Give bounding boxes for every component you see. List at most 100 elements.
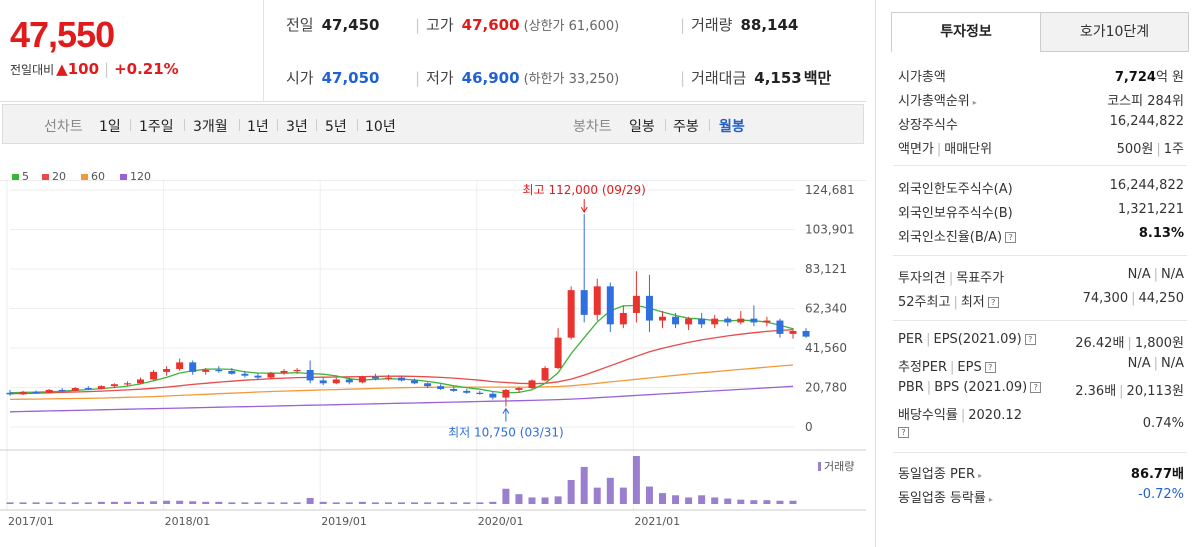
candle-body — [580, 290, 588, 315]
volume-bar — [306, 498, 314, 504]
volume-bar — [685, 497, 693, 504]
candle-body — [802, 331, 810, 337]
period-3m[interactable]: 3개월 — [193, 119, 228, 135]
divider: | — [104, 60, 110, 78]
period-5y[interactable]: 5년 — [325, 119, 347, 135]
candle-body — [528, 380, 536, 389]
opinion-row: 투자의견 | 목표주가 N/A | N/A — [898, 267, 1184, 286]
candle-body — [606, 286, 614, 325]
candle-body — [554, 337, 562, 369]
volume-bar — [737, 499, 745, 504]
volume-bar — [319, 501, 327, 504]
y-tick-label: 83,121 — [805, 262, 847, 276]
candle-body — [97, 386, 105, 389]
volume-bar — [110, 501, 118, 504]
candle-body — [645, 295, 653, 321]
volume-bar — [606, 477, 614, 504]
candle-body — [267, 372, 275, 378]
low-price: | 저가 46,900 (하한가 33,250) — [415, 69, 620, 87]
volume-bar — [711, 497, 719, 504]
candle-body — [450, 388, 458, 391]
arrow-right-icon: ▸ — [972, 98, 977, 107]
volume-bar — [241, 502, 249, 504]
price-header: 47,550 전일대비 ▲100 | +0.21% 전일 47,450 | 고가 47,60… — [0, 0, 866, 102]
help-icon[interactable]: ? — [898, 427, 909, 438]
volume-bar — [463, 502, 471, 504]
volume-bar — [411, 502, 419, 504]
y-tick-label: 124,681 — [805, 183, 855, 197]
period-1w[interactable]: 1주일 — [139, 119, 174, 135]
period-3y[interactable]: 3년 — [286, 119, 308, 135]
candle-body — [6, 392, 14, 395]
help-icon[interactable]: ? — [984, 362, 996, 373]
foreign-limit-row: 외국인한도주식수(A) 16,244,822 — [898, 178, 1184, 197]
volume-bar — [176, 500, 184, 504]
period-1y[interactable]: 1년 — [247, 119, 269, 135]
market-cap-rank-row[interactable]: 시가총액순위 ▸ 코스피 284위 — [898, 94, 1184, 109]
volume-bar — [123, 501, 131, 504]
volume-bar — [58, 502, 66, 504]
change-value: 100 — [67, 60, 100, 78]
candle-weekly[interactable]: 주봉 — [673, 119, 699, 135]
help-icon[interactable]: ? — [1005, 232, 1017, 243]
period-10y[interactable]: 10년 — [365, 119, 396, 135]
help-icon[interactable]: ? — [987, 297, 999, 308]
volume-bar — [267, 502, 275, 504]
help-icon[interactable]: ? — [1030, 382, 1042, 393]
candle-body — [371, 376, 379, 379]
volume-bar — [19, 502, 27, 504]
foreign-holding-row: 외국인보유주식수(B) 1,321,221 — [898, 202, 1184, 221]
candle-body — [241, 373, 249, 376]
arrow-right-icon: ▸ — [978, 471, 983, 480]
candle-body — [763, 320, 771, 323]
help-icon[interactable]: ? — [1024, 334, 1036, 345]
up-arrow-icon: ▲ — [56, 60, 68, 78]
investment-info-panel: 투자정보 호가10단계 시가총액 7,724억 원 시가총액순위 ▸ 코스피 284위… — [875, 0, 1193, 547]
market-cap-row: 시가총액 7,724억 원 — [898, 70, 1184, 85]
price-change: 전일대비 ▲100 | +0.21% — [10, 60, 179, 78]
per-row: PER | EPS(2021.09)? 26.42배 | 1,800원 — [898, 332, 1184, 351]
candle-body — [215, 369, 223, 372]
foreign-ratio-row: 외국인소진율(B/A)? 8.13% — [898, 226, 1184, 245]
candle-monthly[interactable]: 월봉 — [719, 119, 745, 135]
volume-bar — [189, 501, 197, 504]
tab-investment-info[interactable]: 투자정보 — [891, 12, 1041, 52]
volume-bar — [672, 495, 680, 504]
sector-change-row[interactable]: 동일업종 등락률 ▸ -0.72% — [898, 487, 1184, 506]
candle-body — [189, 362, 197, 372]
period-1d[interactable]: 1일 — [99, 119, 121, 135]
candle-body — [254, 375, 262, 378]
tab-order-book[interactable]: 호가10단계 — [1040, 12, 1189, 52]
volume-bar — [502, 488, 510, 504]
candle-body — [84, 388, 92, 390]
candle-body — [411, 380, 419, 384]
period-bar: 선차트 1일 1주일 3개월 1년 3년 5년 10년 봉차트 일봉 주봉 월봉 — [2, 104, 864, 144]
volume-bar — [450, 502, 458, 504]
volume-bar — [137, 501, 144, 504]
volume-bar — [776, 500, 784, 504]
volume-bar — [228, 502, 236, 504]
x-tick-label: 2017/01 — [8, 515, 54, 528]
volume-bar — [659, 493, 666, 504]
candle-daily[interactable]: 일봉 — [629, 119, 655, 135]
candle-body — [202, 369, 210, 372]
sector-per-row[interactable]: 동일업종 PER ▸ 86.77배 — [898, 467, 1184, 482]
prev-close: 전일 47,450 — [286, 16, 380, 34]
volume-bar — [358, 501, 366, 504]
volume-bar — [280, 502, 288, 504]
y-tick-label: 41,560 — [805, 341, 847, 355]
volume-bar — [71, 502, 79, 504]
volume-bar — [150, 501, 158, 504]
listed-shares-row: 상장주식수 16,244,822 — [898, 114, 1184, 133]
x-tick-label: 2020/01 — [478, 515, 524, 528]
volume-bar — [632, 456, 640, 504]
candle-body — [45, 389, 53, 393]
change-rate: +0.21% — [114, 60, 179, 78]
candle-body — [698, 318, 706, 325]
volume-bar — [698, 495, 706, 504]
candle-body — [789, 331, 797, 334]
candlestick-chart: 124,681103,90183,12162,34041,56020,7800 … — [0, 180, 866, 528]
candle-body — [332, 379, 340, 384]
max-price-annotation: 최고 112,000 (09/29) — [523, 183, 646, 197]
legend-ma5: 5 — [12, 170, 29, 183]
